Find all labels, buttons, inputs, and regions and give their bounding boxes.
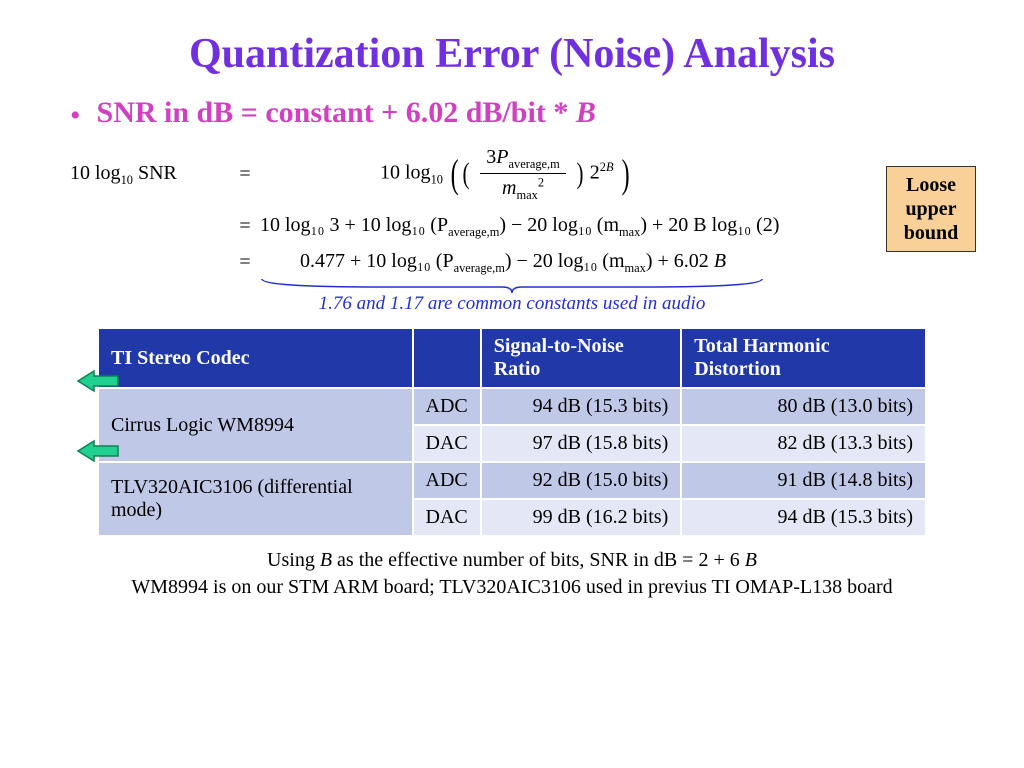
math-lhs-tail: SNR — [133, 162, 177, 184]
math-r1-base: 2 — [590, 161, 600, 183]
math-lhs-sub: 10 — [121, 173, 133, 187]
bullet-text: SNR in dB = constant + 6.02 dB/bit * B — [97, 96, 596, 130]
cell-snr: 94 dB (15.3 bits) — [481, 388, 682, 425]
math-r2-mid: ) − 20 log₁₀ (m — [499, 214, 619, 236]
slide-title: Quantization Error (Noise) Analysis — [40, 30, 984, 78]
cell-thd: 80 dB (13.0 bits) — [681, 388, 926, 425]
math-derivation: 10 log10 SNR = 10 log10 (( 3Paverage,m m… — [70, 143, 984, 277]
frac-num-3: 3 — [486, 146, 496, 168]
math-r1-expB: B — [606, 160, 614, 174]
math-r3-c: ) + 6.02 — [646, 250, 714, 272]
math-r2-tail: ) + 20 B log₁₀ (2) — [640, 214, 779, 236]
th-snr: Signal-to-Noise Ratio — [481, 328, 682, 388]
cell-conv: ADC — [413, 388, 481, 425]
foot-l1a: Using — [267, 549, 320, 571]
math-r3-a: 0.477 + 10 log₁₀ (P — [300, 250, 454, 272]
callout-line-1: Loose — [891, 173, 971, 197]
bullet-variable: B — [576, 96, 596, 129]
cell-snr: 97 dB (15.8 bits) — [481, 425, 682, 462]
math-lhs: 10 log — [70, 162, 121, 184]
math-r2-sub1: average,m — [448, 225, 499, 239]
footnote: Using B as the effective number of bits,… — [40, 547, 984, 601]
cell-thd: 82 dB (13.3 bits) — [681, 425, 926, 462]
table-header-row: TI Stereo Codec Signal-to-Noise Ratio To… — [98, 328, 926, 388]
cell-label: TLV320AIC3106 (differential mode) — [98, 462, 413, 536]
frac-den-sup: 2 — [538, 176, 544, 190]
arrow-icon — [76, 369, 120, 393]
math-r1-prefix: 10 log — [380, 161, 431, 183]
cell-thd: 91 dB (14.8 bits) — [681, 462, 926, 499]
math-r3-sub2: max — [625, 261, 646, 275]
cell-conv: DAC — [413, 499, 481, 536]
callout-line-3: bound — [891, 221, 971, 245]
math-r3-sub1: average,m — [454, 261, 505, 275]
table-row: Cirrus Logic WM8994 ADC 94 dB (15.3 bits… — [98, 388, 926, 425]
frac-den-sub: max — [516, 188, 537, 202]
brace-note: 1.76 and 1.17 are common constants used … — [40, 293, 984, 315]
frac-num-P: P — [496, 146, 508, 168]
bullet-row: • SNR in dB = constant + 6.02 dB/bit * B — [40, 96, 984, 135]
frac-den-m: m — [502, 177, 516, 199]
table-row: TLV320AIC3106 (differential mode) ADC 92… — [98, 462, 926, 499]
foot-l1b: as the effective number of bits, SNR in … — [332, 549, 745, 571]
cell-snr: 99 dB (16.2 bits) — [481, 499, 682, 536]
cell-thd: 94 dB (15.3 bits) — [681, 499, 926, 536]
cell-conv: DAC — [413, 425, 481, 462]
cell-label: Cirrus Logic WM8994 — [98, 388, 413, 462]
th-thd: Total Harmonic Distortion — [681, 328, 926, 388]
math-r2-sub2: max — [619, 225, 640, 239]
bullet-prefix: SNR in dB = constant + 6.02 dB/bit * — [97, 96, 576, 129]
foot-var1: B — [320, 549, 332, 571]
math-r3-b: ) − 20 log₁₀ (m — [505, 250, 625, 272]
cell-snr: 92 dB (15.0 bits) — [481, 462, 682, 499]
foot-l2: WM8994 is on our STM ARM board; TLV320AI… — [131, 576, 892, 598]
codec-table: TI Stereo Codec Signal-to-Noise Ratio To… — [97, 327, 927, 537]
math-r3-var: B — [714, 250, 726, 272]
cell-conv: ADC — [413, 462, 481, 499]
math-r1-sub: 10 — [431, 172, 443, 186]
bullet-marker: • — [70, 96, 81, 135]
th-blank — [413, 328, 481, 388]
arrow-icon — [76, 439, 120, 463]
math-r2-a: 10 log₁₀ 3 + 10 log₁₀ (P — [260, 214, 448, 236]
callout-box: Loose upper bound — [886, 166, 976, 252]
frac-num-sub: average,m — [509, 157, 560, 171]
callout-line-2: upper — [891, 197, 971, 221]
foot-var2: B — [745, 549, 757, 571]
th-codec: TI Stereo Codec — [98, 328, 413, 388]
